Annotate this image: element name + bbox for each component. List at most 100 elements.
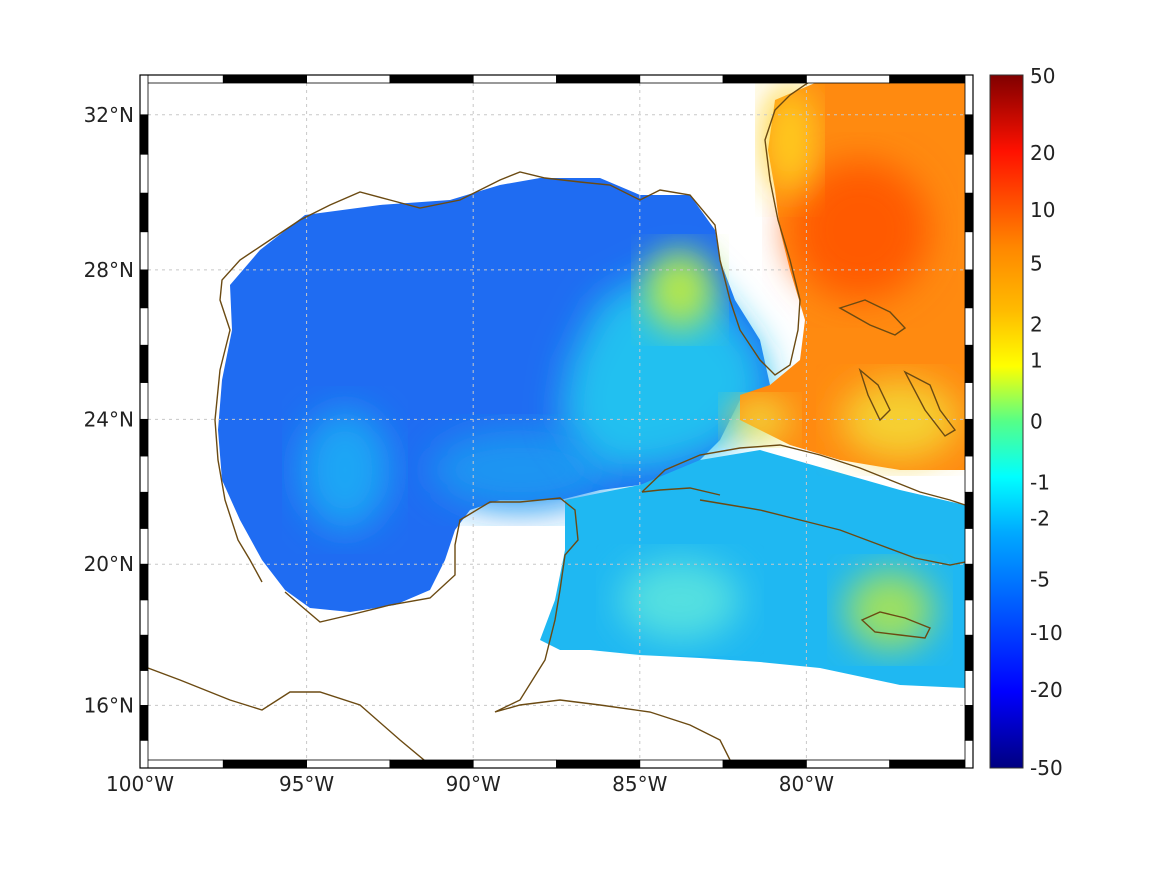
- frame-segment-bottom: [139, 759, 224, 769]
- frame-segment-right: [964, 192, 974, 233]
- frame-segment-top: [889, 74, 974, 84]
- frame-segment-left: [139, 634, 149, 671]
- yucatan-coast: [284, 497, 731, 760]
- frame-segment-right: [964, 344, 974, 383]
- atlantic-yellow-west: [765, 85, 815, 195]
- frame-segment-left: [139, 153, 149, 194]
- colorbar-tick-label: 50: [1030, 64, 1055, 88]
- frame-segment-right: [964, 739, 974, 769]
- lon-tick-label: 80°W: [779, 772, 834, 796]
- lon-tick-label: 95°W: [279, 772, 334, 796]
- colorbar-tick-label: 10: [1030, 198, 1055, 222]
- frame-segment-left: [139, 269, 149, 309]
- frame-segment-bottom: [222, 759, 308, 769]
- lat-tick-label: 24°N: [84, 407, 134, 431]
- frame-segment-bottom: [306, 759, 391, 769]
- grid-lines: [148, 83, 965, 760]
- frame-segment-top: [306, 74, 391, 84]
- eastern-gulf-field: [560, 260, 770, 470]
- gulf-eddy-center: [430, 430, 610, 510]
- straits-yellow: [730, 400, 790, 440]
- frame-segment-left: [139, 563, 149, 601]
- frame-segment-left: [139, 599, 149, 636]
- frame-segment-left: [139, 114, 149, 155]
- colorbar-tick-label: -2: [1030, 506, 1050, 530]
- frame-segment-right: [964, 455, 974, 493]
- frame-segment-left: [139, 670, 149, 706]
- lon-tick-label: 90°W: [446, 772, 501, 796]
- colorbar-tick-label: -20: [1030, 678, 1063, 702]
- map-frame: [139, 74, 974, 769]
- colorbar-tick-label: -10: [1030, 621, 1063, 645]
- frame-segment-left: [139, 527, 149, 565]
- frame-segment-right: [964, 563, 974, 601]
- frame-segment-left: [139, 344, 149, 383]
- caribbean-light-patch: [620, 560, 740, 640]
- frame-segment-right: [964, 527, 974, 565]
- colorbar-tick-label: 1: [1030, 348, 1043, 372]
- frame-segment-bottom: [722, 759, 807, 769]
- colorbar-tick-label: 0: [1030, 410, 1043, 434]
- frame-segment-left: [139, 74, 149, 116]
- frame-segment-right: [964, 634, 974, 671]
- frame-segment-top: [556, 74, 641, 84]
- frame-segment-left: [139, 705, 149, 741]
- lat-tick-label: 20°N: [84, 552, 134, 576]
- bahamas-islands: [838, 299, 957, 437]
- frame-segment-right: [964, 153, 974, 194]
- frame-segment-left: [139, 192, 149, 233]
- frame-segment-top: [139, 74, 224, 84]
- frame-segment-right: [964, 491, 974, 529]
- frame-segment-right: [964, 269, 974, 309]
- frame-segment-bottom: [556, 759, 641, 769]
- cuba-coast: [641, 444, 965, 566]
- frame-segment-left: [139, 491, 149, 529]
- frame-segment-left: [139, 231, 149, 271]
- frame-segment-right: [964, 382, 974, 420]
- gulf-eddy-west: [300, 410, 390, 530]
- frame-segment-left: [139, 382, 149, 420]
- frame-segment-right: [964, 670, 974, 706]
- frame-segment-right: [964, 231, 974, 271]
- frame-segment-top: [806, 74, 891, 84]
- lat-tick-label: 16°N: [84, 693, 134, 717]
- frame-segment-top: [722, 74, 807, 84]
- frame-segment-top: [639, 74, 724, 84]
- lat-tick-label: 28°N: [84, 258, 134, 282]
- lon-tick-label: 100°W: [106, 772, 174, 796]
- frame-segment-top: [389, 74, 474, 84]
- frame-segment-bottom: [889, 759, 974, 769]
- bahamas-yellow: [840, 380, 960, 460]
- lat-tick-label: 32°N: [84, 103, 134, 127]
- frame-outline: [139, 74, 974, 769]
- frame-segment-bottom: [639, 759, 724, 769]
- frame-segment-left: [139, 739, 149, 769]
- colorbar-tick-label: -50: [1030, 756, 1063, 780]
- latitude-labels: 32°N 28°N 24°N 20°N 16°N: [84, 103, 134, 718]
- atlantic-red-core: [790, 160, 930, 300]
- us-gulf-coast: [148, 83, 809, 760]
- frame-segment-right: [964, 74, 974, 116]
- frame-segment-right: [964, 114, 974, 155]
- frame-segment-right: [964, 307, 974, 346]
- frame-segment-top: [472, 74, 557, 84]
- frame-segment-right: [964, 418, 974, 457]
- frame-segment-left: [139, 307, 149, 346]
- field-layer: [218, 83, 965, 688]
- frame-segment-left: [139, 455, 149, 493]
- colorbar-tick-label: -1: [1030, 471, 1050, 495]
- frame-segment-bottom: [389, 759, 474, 769]
- jamaica-coast: [860, 611, 931, 639]
- frame-segment-right: [964, 599, 974, 636]
- frame-segment-bottom: [472, 759, 557, 769]
- colorbar-gradient: [989, 74, 1024, 769]
- colorbar-tick-label: -5: [1030, 567, 1050, 591]
- colorbar-tick-label: 20: [1030, 141, 1055, 165]
- caribbean-green-patch: [845, 570, 935, 650]
- frame-segment-top: [222, 74, 308, 84]
- lon-tick-label: 85°W: [612, 772, 667, 796]
- yellow-patch-tampa: [645, 250, 715, 330]
